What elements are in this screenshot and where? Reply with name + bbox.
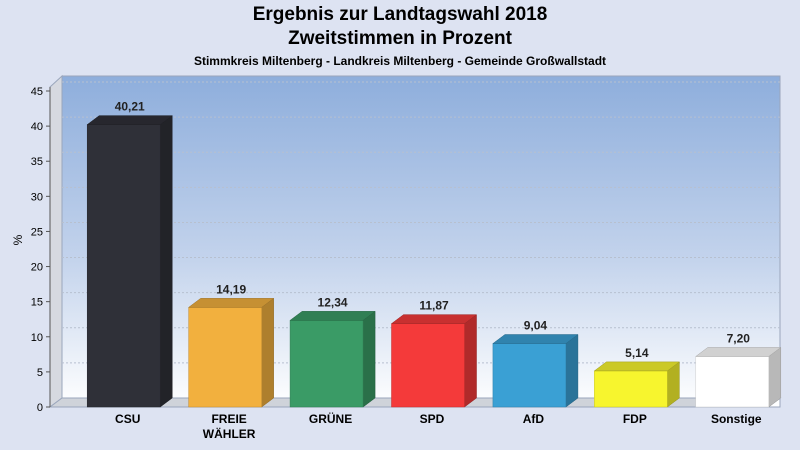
bar-csu xyxy=(86,115,173,408)
bar-side xyxy=(565,334,579,408)
data-label: 14,19 xyxy=(216,282,246,296)
y-tick-label: 25 xyxy=(31,226,43,238)
data-label: 40,21 xyxy=(115,100,145,114)
data-label: 5,14 xyxy=(625,346,649,360)
bar-front xyxy=(289,320,364,408)
bar-front xyxy=(695,356,770,408)
x-tick-label: AfD xyxy=(523,412,545,426)
x-tick-label: GRÜNE xyxy=(309,411,352,426)
x-tick-label: Sonstige xyxy=(711,412,762,426)
data-label: 9,04 xyxy=(524,319,548,333)
chart-region-subtitle: Stimmkreis Miltenberg - Landkreis Milten… xyxy=(193,54,607,68)
data-label: 12,34 xyxy=(318,295,348,309)
x-tick-label: FDP xyxy=(623,412,647,426)
x-tick-label: FREIE WÄHLER xyxy=(203,412,256,441)
bar-front xyxy=(188,307,262,408)
y-tick-label: 45 xyxy=(31,86,43,98)
bar-spd xyxy=(390,314,478,408)
y-tick-label: 40 xyxy=(31,121,43,133)
bar-top xyxy=(492,334,579,344)
bar-top xyxy=(695,347,782,357)
y-tick-label: 35 xyxy=(31,156,43,168)
plot-side-wall xyxy=(49,74,63,408)
data-label: 7,20 xyxy=(727,331,751,345)
bar-grüne xyxy=(289,310,376,408)
bar-freie-wähler xyxy=(187,297,275,408)
bar-side xyxy=(464,314,477,408)
bar-side xyxy=(159,115,173,408)
bar-sonstige xyxy=(695,346,782,408)
bar-side xyxy=(261,297,274,408)
y-tick-label: 0 xyxy=(37,402,43,414)
x-tick-label: CSU xyxy=(115,412,140,426)
bar-fdp xyxy=(593,361,681,408)
bar-top xyxy=(289,311,376,321)
y-tick-label: 30 xyxy=(31,191,43,203)
bar-side xyxy=(362,310,376,408)
chart-title: Ergebnis zur Landtagswahl 2018 xyxy=(252,4,548,25)
chart-subtitle: Zweitstimmen in Prozent xyxy=(288,28,512,49)
data-label: 11,87 xyxy=(419,299,449,313)
bar-side xyxy=(768,346,782,408)
bar-front xyxy=(594,370,668,408)
y-tick-label: 5 xyxy=(37,367,43,379)
bar-top xyxy=(86,115,173,125)
bar-top xyxy=(593,361,681,372)
bar-front xyxy=(391,323,465,408)
x-tick-label: SPD xyxy=(420,412,445,426)
y-tick-label: 20 xyxy=(31,262,43,274)
bar-front xyxy=(492,343,567,408)
bar-top xyxy=(187,298,275,308)
y-tick-label: 10 xyxy=(31,332,43,344)
bar-top xyxy=(390,314,478,324)
bar-afd xyxy=(492,334,579,408)
y-tick-label: 15 xyxy=(31,297,43,309)
bar-front xyxy=(86,124,161,408)
y-axis-label: % xyxy=(11,234,25,245)
